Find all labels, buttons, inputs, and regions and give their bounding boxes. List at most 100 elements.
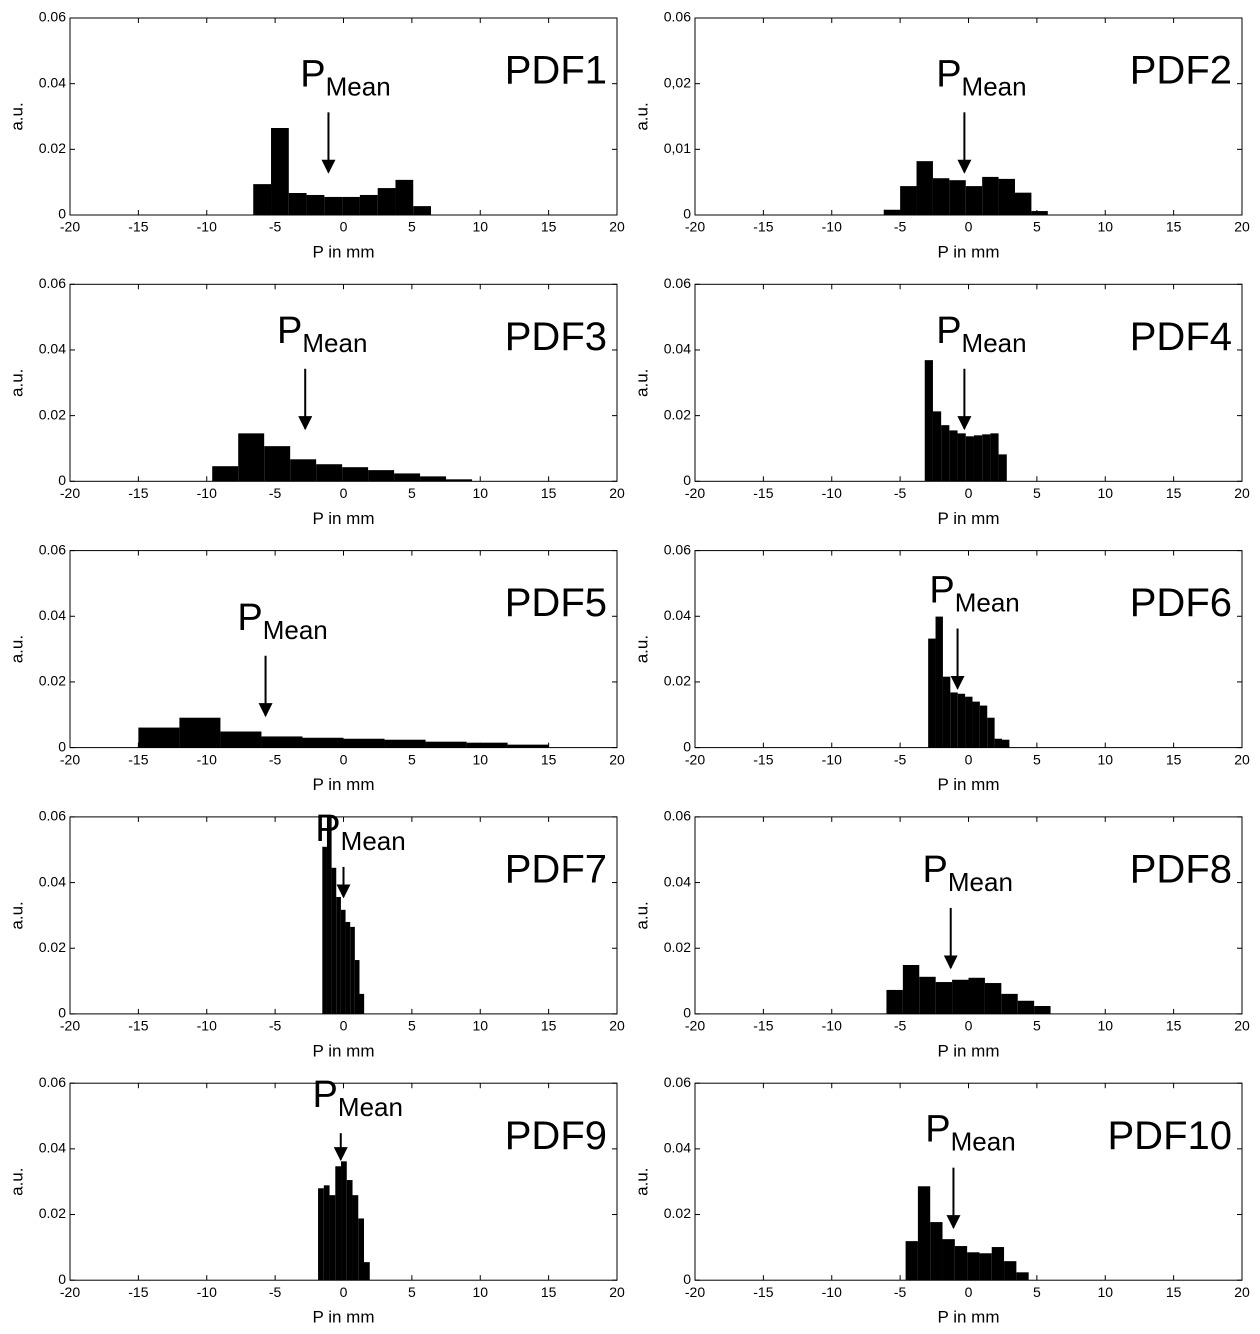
annotation-subscript: Mean — [338, 1092, 403, 1122]
bar — [395, 179, 414, 215]
annotation-subscript: Mean — [951, 1127, 1016, 1157]
bar — [271, 127, 289, 215]
bar — [323, 1185, 330, 1281]
x-tick-label: 20 — [609, 1284, 625, 1300]
x-tick-label: 10 — [1097, 485, 1113, 501]
bar — [288, 193, 307, 215]
x-tick-label: -20 — [685, 485, 705, 501]
plot-frame — [69, 283, 618, 482]
bar — [942, 1239, 955, 1281]
y-tick-label: 0.04 — [664, 1140, 691, 1156]
annotation-text: PMean — [300, 53, 390, 101]
bar — [1002, 739, 1010, 748]
annotation-text: PMean — [313, 1074, 403, 1122]
panel: -20 -15 -10 -5 0 5 10 15 20 0 0.02 0.04 0.06 P in mm a… — [7, 541, 625, 794]
bar — [336, 897, 341, 1014]
bar — [358, 1218, 365, 1281]
x-tick-label: 15 — [1166, 485, 1182, 501]
panel-title: PDF10 — [1108, 1114, 1233, 1158]
x-tick-label: -10 — [197, 1284, 217, 1300]
x-tick-label: 10 — [1097, 1284, 1113, 1300]
x-axis-label: P in mm — [937, 775, 999, 794]
x-tick-label: 0 — [965, 219, 973, 235]
annotation-subscript: Mean — [948, 867, 1013, 897]
bar — [998, 178, 1015, 215]
annotation-text: PMean — [929, 570, 1019, 618]
y-tick-label: 0 — [683, 206, 691, 222]
bar — [949, 180, 966, 215]
bar — [984, 983, 1002, 1014]
y-tick-label: 0.04 — [39, 1140, 66, 1156]
bar — [924, 360, 933, 482]
bar — [331, 867, 337, 1014]
x-tick-label: -20 — [60, 751, 80, 767]
bar — [318, 1188, 324, 1281]
x-tick-label: -15 — [753, 751, 773, 767]
y-tick-label: 0.02 — [39, 140, 66, 156]
y-tick-label: 0.04 — [39, 607, 66, 623]
bar — [965, 436, 974, 482]
bar — [902, 964, 920, 1014]
bar — [324, 196, 343, 215]
bar — [340, 909, 346, 1014]
annotation-main: P — [925, 1109, 950, 1151]
x-tick-label: -20 — [60, 219, 80, 235]
x-tick-label: 10 — [472, 1284, 488, 1300]
bar — [1016, 1272, 1029, 1281]
x-tick-label: 15 — [1166, 1284, 1182, 1300]
x-tick-label: 10 — [1097, 1018, 1113, 1034]
bar — [302, 737, 344, 748]
y-axis-label: a.u. — [7, 635, 26, 663]
annotation-subscript: Mean — [955, 587, 1020, 617]
bar — [384, 739, 426, 748]
y-tick-label: 0.04 — [664, 341, 691, 357]
bar — [967, 1252, 980, 1281]
annotation-subscript: Mean — [302, 328, 367, 358]
x-tick-label: 15 — [541, 485, 557, 501]
annotation-main: P — [237, 597, 262, 639]
bar — [446, 479, 473, 482]
x-tick-label: 5 — [408, 219, 416, 235]
x-tick-label: 10 — [472, 485, 488, 501]
x-tick-label: 0 — [965, 1284, 973, 1300]
y-tick-label: 0.04 — [664, 607, 691, 623]
x-tick-label: -15 — [128, 751, 148, 767]
x-tick-label: 15 — [541, 1284, 557, 1300]
bar — [1031, 211, 1048, 215]
bar — [965, 186, 983, 215]
annotation-text: PMean — [925, 1109, 1015, 1157]
panel: -20 -15 -10 -5 0 5 10 15 20 0 0,01 0,02 0.06 P in mm a… — [632, 9, 1250, 262]
bar — [982, 176, 999, 215]
y-tick-label: 0,01 — [664, 140, 691, 156]
bar — [968, 977, 985, 1014]
x-tick-label: -5 — [894, 751, 907, 767]
bar — [900, 186, 917, 215]
x-tick-label: 20 — [1234, 485, 1250, 501]
bar — [979, 1253, 992, 1281]
x-tick-label: -15 — [128, 219, 148, 235]
panel-title: PDF4 — [1130, 315, 1232, 359]
x-tick-label: 5 — [408, 485, 416, 501]
bar — [987, 717, 995, 748]
panel: -20 -15 -10 -5 0 5 10 15 20 0 0.02 0.04 0.06 P in mm a… — [7, 808, 625, 1061]
annotation-subscript: Mean — [341, 826, 406, 856]
y-tick-label: 0.02 — [664, 939, 691, 955]
panel-title: PDF7 — [505, 847, 607, 891]
bar — [345, 921, 351, 1014]
panel-title: PDF2 — [1130, 49, 1232, 93]
x-axis-label: P in mm — [312, 1308, 374, 1327]
x-tick-label: 20 — [609, 219, 625, 235]
y-tick-label: 0.06 — [664, 541, 691, 557]
annotation-main: P — [923, 849, 948, 891]
x-tick-label: 5 — [408, 751, 416, 767]
x-tick-label: 0 — [965, 1018, 973, 1034]
bar — [998, 454, 1007, 482]
bar — [942, 676, 951, 748]
annotation-subscript: Mean — [326, 71, 391, 101]
bar — [990, 433, 999, 482]
bar — [342, 467, 369, 482]
bar — [138, 727, 180, 748]
x-axis-label: P in mm — [312, 509, 374, 528]
y-axis-label: a.u. — [632, 1168, 651, 1196]
bar — [954, 1246, 968, 1281]
